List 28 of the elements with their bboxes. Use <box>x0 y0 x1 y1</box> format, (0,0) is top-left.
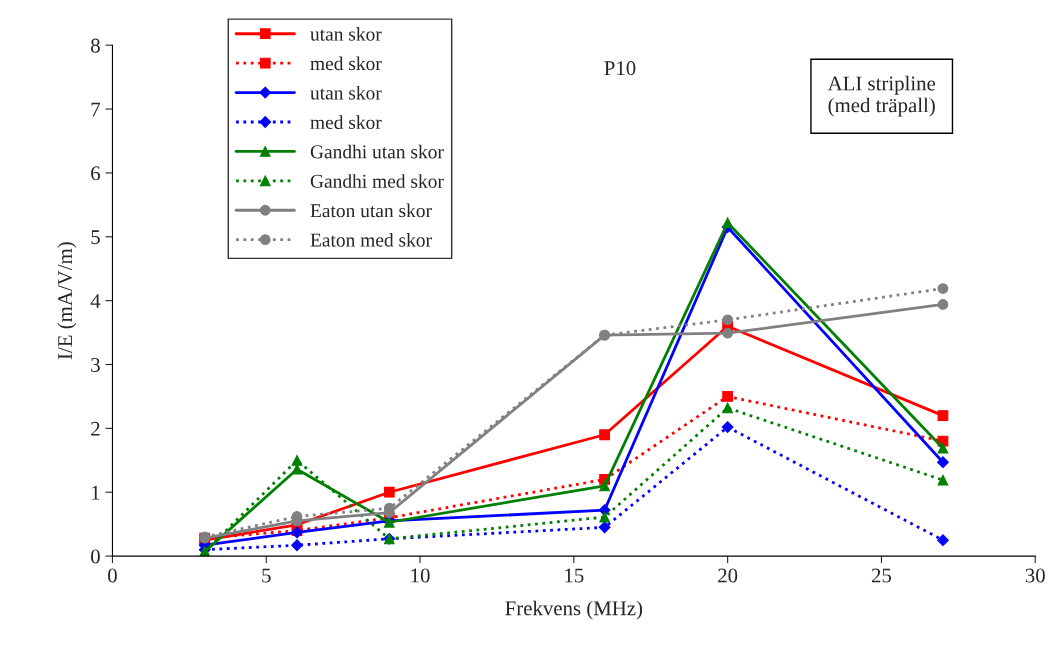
x-tick-label: 15 <box>565 568 584 583</box>
y-tick-label: 0 <box>91 549 100 564</box>
y-tick-label: 8 <box>91 38 100 53</box>
x-tick-label: 0 <box>108 568 117 583</box>
legend-label: med skor <box>310 56 382 71</box>
legend-label: Gandhi med skor <box>310 174 444 188</box>
legend-label: Gandhi utan skor <box>310 144 444 159</box>
legend-label: utan skor <box>310 27 382 41</box>
y-tick-label: 2 <box>91 421 100 436</box>
y-tick-label: 1 <box>92 485 100 500</box>
legend-label: Eaton med skor <box>310 232 432 247</box>
annotation: ALI stripline (med träpall) <box>827 75 936 117</box>
legend-label: utan skor <box>310 85 382 100</box>
annotation: P10 <box>604 61 636 76</box>
y-tick-label: 5 <box>91 230 100 245</box>
x-tick-label: 20 <box>718 568 738 583</box>
y-tick-label: 6 <box>91 166 101 181</box>
legend-label: med skor <box>310 115 382 129</box>
x-axis-title: Frekvens (MHz) <box>505 600 643 620</box>
x-tick-label: 30 <box>1025 568 1045 583</box>
y-tick-label: 4 <box>90 294 101 308</box>
y-axis-title: I/E (mA/V/m) <box>57 242 77 360</box>
x-tick-label: 25 <box>871 568 892 583</box>
y-tick-label: 7 <box>91 102 101 117</box>
x-tick-label: 5 <box>262 568 271 583</box>
legend-label: Eaton utan skor <box>310 203 432 218</box>
y-tick-label: 3 <box>91 357 100 372</box>
x-tick-label: 10 <box>411 568 430 583</box>
